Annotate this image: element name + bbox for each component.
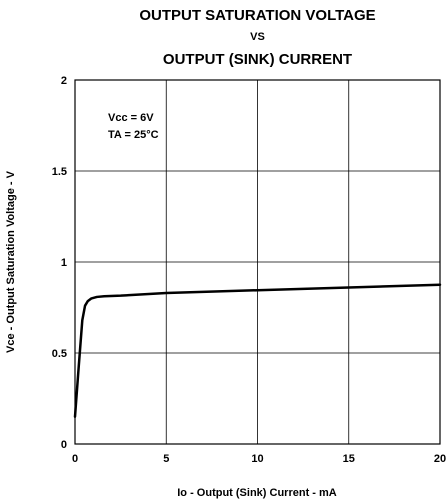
chart-title-line-1: OUTPUT SATURATION VOLTAGE bbox=[139, 7, 376, 24]
plot-frame bbox=[74, 79, 441, 445]
y-axis-ticks: 0 0.5 1 1.5 2 bbox=[52, 75, 67, 451]
chart-title-vs: VS bbox=[250, 31, 265, 43]
y-tick-label: 0 bbox=[61, 439, 67, 451]
y-axis-label: Vce - Output Saturation Voltage - V bbox=[5, 170, 17, 353]
x-tick-label: 0 bbox=[72, 453, 78, 465]
y-tick-label: 0.5 bbox=[52, 348, 67, 360]
x-axis-ticks: 0 5 10 15 20 bbox=[72, 453, 446, 465]
y-tick-label: 1.5 bbox=[52, 166, 67, 178]
annotation-ta: TA = 25°C bbox=[108, 129, 159, 141]
chart-title-line-2: OUTPUT (SINK) CURRENT bbox=[162, 51, 353, 68]
annotation-vcc: Vcc = 6V bbox=[108, 112, 154, 124]
x-tick-label: 15 bbox=[343, 453, 355, 465]
x-axis-label: Io - Output (Sink) Current - mA bbox=[177, 487, 337, 499]
x-tick-label: 10 bbox=[251, 453, 263, 465]
x-tick-label: 5 bbox=[163, 453, 169, 465]
grid bbox=[75, 80, 440, 444]
x-tick-label: 20 bbox=[434, 453, 446, 465]
y-tick-label: 1 bbox=[61, 257, 67, 269]
series-line bbox=[73, 283, 442, 418]
y-tick-label: 2 bbox=[61, 75, 67, 87]
